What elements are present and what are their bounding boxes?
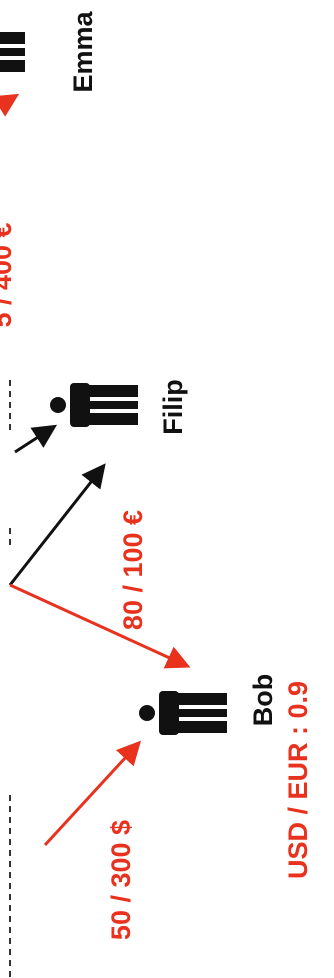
transfer-label: 50 / 300 $ bbox=[106, 820, 136, 940]
arrow bbox=[8, 463, 106, 586]
transfer-label: 5 / 400 € bbox=[0, 222, 17, 327]
arrow bbox=[0, 93, 20, 117]
transfer-label: 80 / 100 € bbox=[118, 510, 148, 630]
person-label: Bob bbox=[248, 674, 278, 726]
person-label: Filip bbox=[158, 379, 188, 435]
arrow bbox=[43, 740, 142, 847]
arrow bbox=[14, 424, 58, 454]
person-label: Emma bbox=[68, 11, 98, 93]
person-icon-bob bbox=[139, 691, 227, 735]
person-icon-emma bbox=[0, 30, 25, 74]
arrow bbox=[9, 583, 191, 669]
person-icon-filip bbox=[50, 383, 138, 427]
exchange-rate: USD / EUR : 0.9 bbox=[283, 681, 313, 879]
